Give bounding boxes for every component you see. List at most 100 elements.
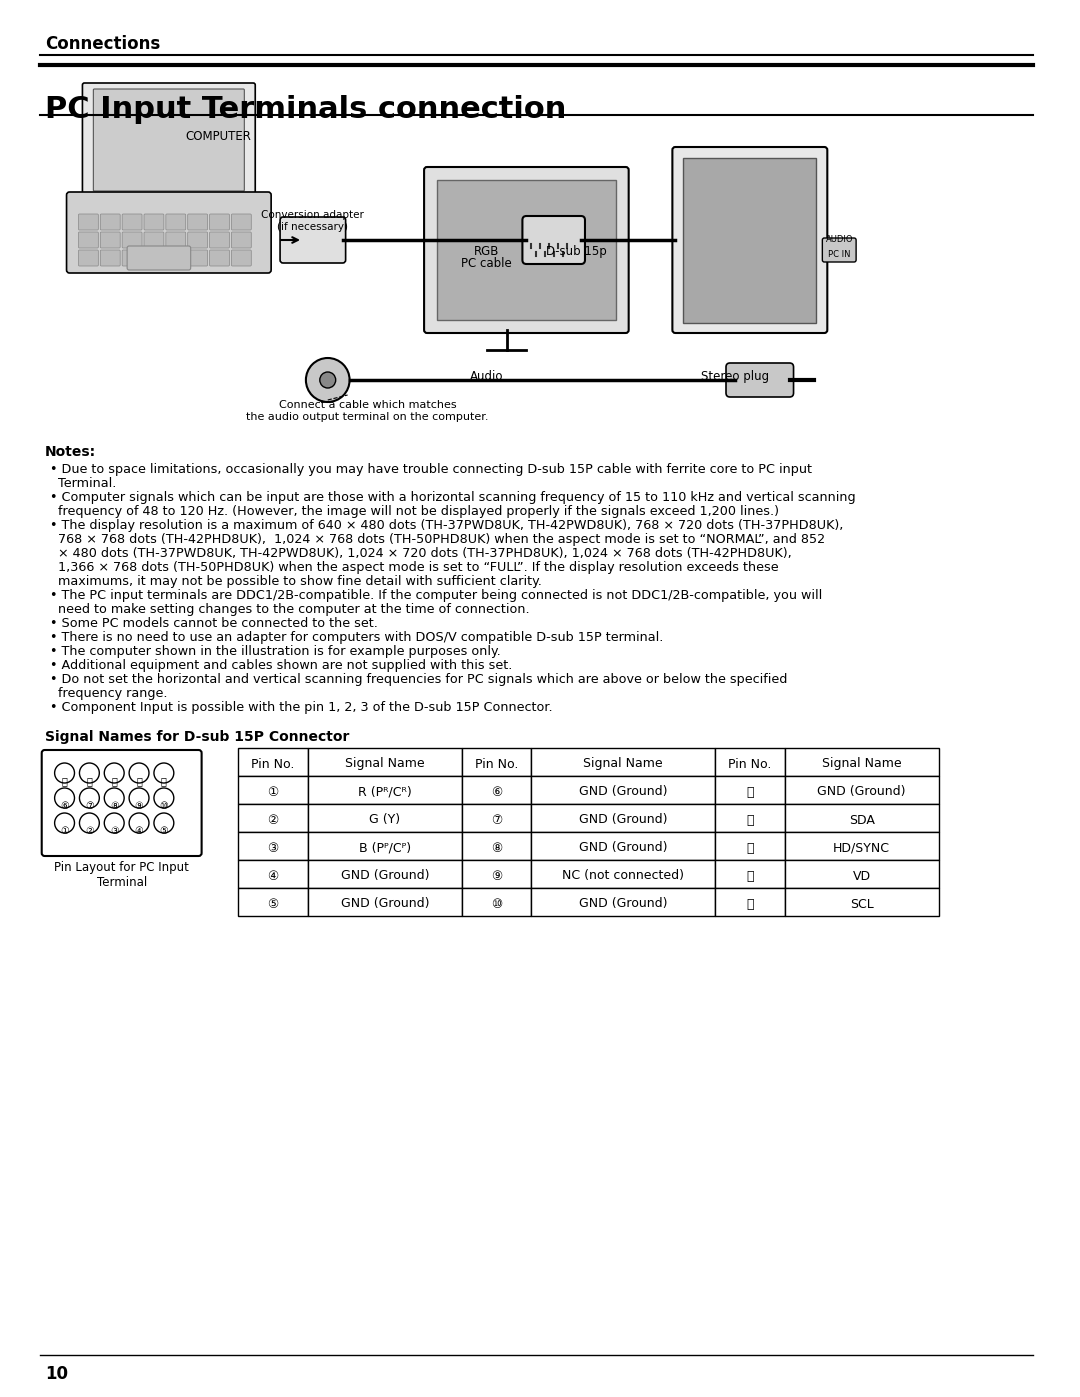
FancyBboxPatch shape — [67, 191, 271, 272]
FancyBboxPatch shape — [144, 232, 164, 249]
Text: ⑪: ⑪ — [746, 785, 754, 799]
Text: PC Input Terminals connection: PC Input Terminals connection — [44, 95, 566, 124]
FancyBboxPatch shape — [210, 214, 229, 231]
FancyBboxPatch shape — [210, 250, 229, 265]
Text: ④: ④ — [268, 869, 279, 883]
Bar — [462, 888, 531, 916]
Text: Notes:: Notes: — [44, 446, 96, 460]
Bar — [715, 888, 784, 916]
Text: • The display resolution is a maximum of 640 × 480 dots (TH-37PWD8UK, TH-42PWD8U: • The display resolution is a maximum of… — [50, 520, 843, 532]
Text: ④: ④ — [135, 826, 144, 835]
FancyBboxPatch shape — [726, 363, 794, 397]
Bar — [239, 861, 308, 888]
Circle shape — [105, 763, 124, 782]
Text: • There is no need to use an adapter for computers with DOS/V compatible D-sub 1: • There is no need to use an adapter for… — [50, 631, 663, 644]
Text: ⑦: ⑦ — [85, 800, 94, 812]
FancyBboxPatch shape — [100, 232, 120, 249]
Circle shape — [55, 813, 75, 833]
Text: GND (Ground): GND (Ground) — [340, 897, 429, 911]
Text: ⑫: ⑫ — [86, 775, 92, 787]
Text: ⑫: ⑫ — [746, 813, 754, 827]
Text: GND (Ground): GND (Ground) — [340, 869, 429, 883]
Bar — [784, 805, 939, 833]
Circle shape — [105, 788, 124, 807]
Text: ①: ① — [60, 826, 69, 835]
FancyBboxPatch shape — [122, 232, 143, 249]
Text: B (Pᴾ/Cᴾ): B (Pᴾ/Cᴾ) — [359, 841, 410, 855]
FancyBboxPatch shape — [79, 232, 98, 249]
Circle shape — [154, 813, 174, 833]
Bar — [462, 747, 531, 775]
Bar — [715, 805, 784, 833]
Text: HD/SYNC: HD/SYNC — [833, 841, 890, 855]
Circle shape — [320, 372, 336, 388]
Bar — [239, 833, 308, 861]
Bar — [531, 747, 715, 775]
FancyBboxPatch shape — [188, 214, 207, 231]
Text: ①: ① — [268, 785, 279, 799]
FancyBboxPatch shape — [424, 168, 629, 332]
FancyBboxPatch shape — [280, 217, 346, 263]
Text: Pin No.: Pin No. — [728, 757, 771, 771]
Text: Conversion adapter
(if necessary): Conversion adapter (if necessary) — [261, 210, 364, 232]
Text: Signal Names for D-sub 15P Connector: Signal Names for D-sub 15P Connector — [44, 731, 349, 745]
Circle shape — [306, 358, 350, 402]
Text: ③: ③ — [268, 841, 279, 855]
Text: need to make setting changes to the computer at the time of connection.: need to make setting changes to the comp… — [50, 604, 529, 616]
Text: GND (Ground): GND (Ground) — [579, 785, 667, 799]
FancyBboxPatch shape — [144, 250, 164, 265]
Text: 1,366 × 768 dots (TH-50PHD8UK) when the aspect mode is set to “FULL”. If the dis: 1,366 × 768 dots (TH-50PHD8UK) when the … — [50, 562, 779, 574]
Text: • Component Input is possible with the pin 1, 2, 3 of the D-sub 15P Connector.: • Component Input is possible with the p… — [50, 701, 552, 714]
Text: Audio: Audio — [470, 370, 503, 383]
Circle shape — [80, 788, 99, 807]
Text: ⑮: ⑮ — [161, 775, 166, 787]
FancyBboxPatch shape — [122, 214, 143, 231]
Bar — [784, 775, 939, 805]
FancyBboxPatch shape — [231, 232, 252, 249]
Text: Signal Name: Signal Name — [822, 757, 902, 771]
Text: GND (Ground): GND (Ground) — [579, 897, 667, 911]
FancyBboxPatch shape — [93, 89, 244, 191]
FancyBboxPatch shape — [79, 214, 98, 231]
Text: ②: ② — [85, 826, 94, 835]
Text: frequency range.: frequency range. — [50, 687, 167, 700]
Bar — [531, 861, 715, 888]
Text: 10: 10 — [44, 1365, 68, 1383]
Circle shape — [105, 813, 124, 833]
Bar — [784, 747, 939, 775]
FancyBboxPatch shape — [684, 158, 816, 323]
Text: ⑥: ⑥ — [60, 800, 69, 812]
FancyBboxPatch shape — [231, 214, 252, 231]
Circle shape — [130, 763, 149, 782]
FancyBboxPatch shape — [79, 250, 98, 265]
FancyBboxPatch shape — [100, 214, 120, 231]
Text: ⑦: ⑦ — [491, 813, 502, 827]
FancyBboxPatch shape — [523, 217, 585, 264]
Bar — [462, 833, 531, 861]
Text: ⑬: ⑬ — [111, 775, 117, 787]
FancyBboxPatch shape — [100, 250, 120, 265]
Circle shape — [130, 788, 149, 807]
Text: ⑮: ⑮ — [746, 897, 754, 911]
Text: PC cable: PC cable — [461, 257, 512, 270]
Text: VD: VD — [852, 869, 870, 883]
Bar — [715, 861, 784, 888]
Bar — [715, 775, 784, 805]
FancyBboxPatch shape — [144, 214, 164, 231]
Text: maximums, it may not be possible to show fine detail with sufficient clarity.: maximums, it may not be possible to show… — [50, 576, 541, 588]
Text: COMPUTER: COMPUTER — [186, 130, 252, 142]
Text: ②: ② — [268, 813, 279, 827]
Text: Terminal.: Terminal. — [50, 476, 116, 490]
Bar — [308, 747, 462, 775]
Bar — [531, 775, 715, 805]
Bar — [531, 805, 715, 833]
Text: ③: ③ — [110, 826, 119, 835]
Text: ⑭: ⑭ — [136, 775, 141, 787]
Bar — [308, 775, 462, 805]
FancyBboxPatch shape — [822, 237, 856, 263]
Bar — [784, 861, 939, 888]
FancyBboxPatch shape — [673, 147, 827, 332]
Text: D-sub 15p: D-sub 15p — [545, 244, 606, 258]
Text: • Do not set the horizontal and vertical scanning frequencies for PC signals whi: • Do not set the horizontal and vertical… — [50, 673, 787, 686]
Bar — [239, 775, 308, 805]
